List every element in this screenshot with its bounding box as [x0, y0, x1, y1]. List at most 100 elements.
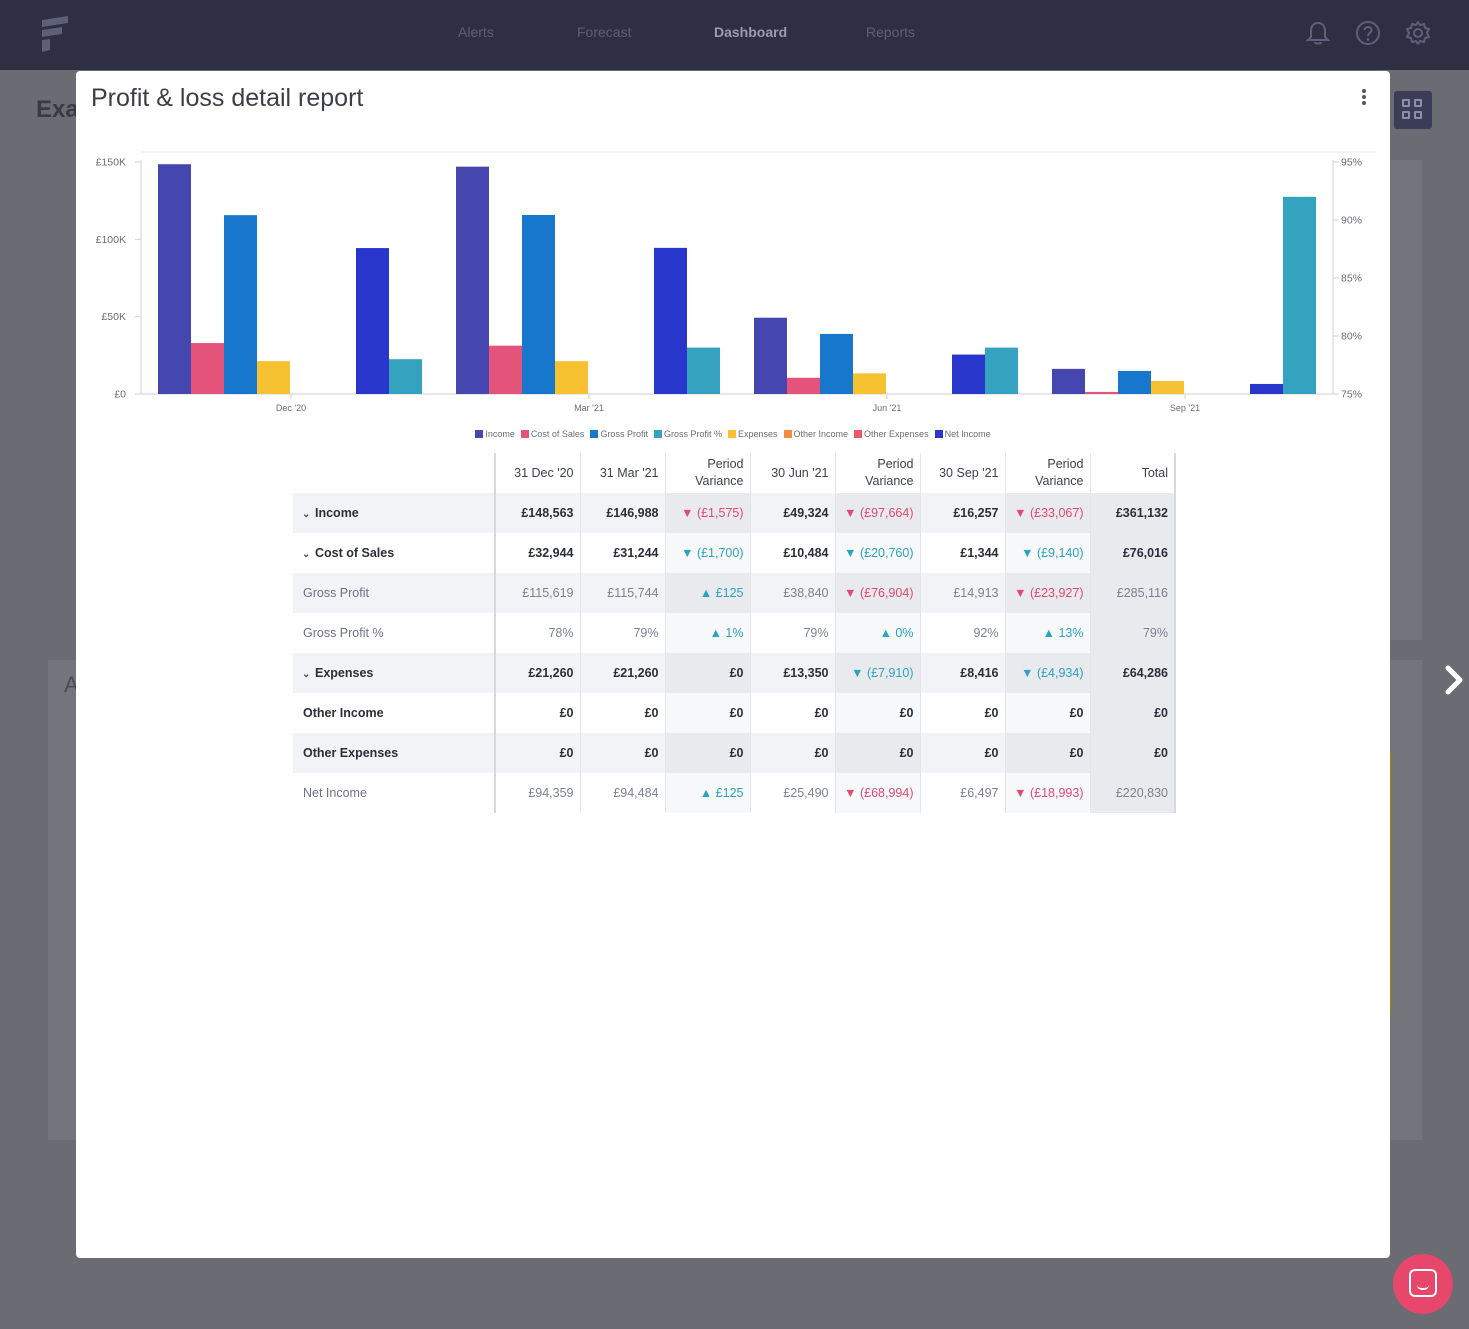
- legend-item[interactable]: Expenses: [727, 429, 778, 439]
- table-row: Net Income £94,359 £94,484 ▲ £125 £25,490 ▼ (…: [293, 773, 1176, 813]
- y-right-tick-label: 90%: [1341, 215, 1362, 227]
- legend-swatch: [727, 430, 736, 438]
- total-cell: 79%: [1090, 613, 1176, 653]
- value-cell: £115,619: [495, 573, 581, 613]
- bar-cost-of-sales[interactable]: [1085, 391, 1118, 394]
- bell-icon[interactable]: [1305, 20, 1331, 46]
- bar-expenses[interactable]: [555, 361, 588, 394]
- variance-cell: ▼ (£20,760): [835, 533, 921, 573]
- bar-gross-profit[interactable]: [522, 214, 555, 394]
- variance-cell: ▼ (£1,700): [665, 533, 751, 573]
- y-left-tick-label: £150K: [96, 157, 126, 169]
- nav-alerts[interactable]: Alerts: [458, 24, 494, 40]
- variance-cell: £0: [665, 653, 751, 693]
- chevron-down-icon[interactable]: ⌄: [302, 669, 311, 680]
- legend-item[interactable]: Cost of Sales: [520, 429, 584, 439]
- legend-item[interactable]: Other Income: [783, 429, 848, 439]
- bar-income[interactable]: [158, 164, 191, 394]
- table-row: Gross Profit £115,619 £115,744 ▲ £125 £38,84…: [293, 573, 1176, 613]
- table-column-header[interactable]: Period Variance: [835, 453, 921, 493]
- variance-cell: ▼ (£23,927): [1005, 573, 1091, 613]
- row-label: Net Income: [293, 773, 496, 813]
- value-cell: £16,257: [920, 493, 1006, 533]
- legend-item[interactable]: Other Expenses: [854, 429, 929, 439]
- table-header-row: 31 Dec '20 31 Mar '21 Period Variance 30 Jun…: [293, 453, 1176, 493]
- more-options-icon[interactable]: [1356, 87, 1372, 107]
- bar-income[interactable]: [456, 166, 489, 394]
- bar-expenses[interactable]: [853, 373, 886, 394]
- bar-net-income[interactable]: [356, 248, 389, 394]
- row-label: Other Expenses: [293, 733, 496, 773]
- table-column-header[interactable]: Total: [1090, 453, 1176, 493]
- legend-item[interactable]: Income: [475, 429, 515, 439]
- variance-cell: ▼ (£4,934): [1005, 653, 1091, 693]
- bar-cost-of-sales[interactable]: [489, 345, 522, 394]
- row-label[interactable]: ⌄ Income: [293, 493, 496, 533]
- bar-income[interactable]: [1052, 368, 1085, 394]
- table-row[interactable]: ⌄ Income £148,563 £146,988 ▼ (£1,575) £49,324…: [293, 493, 1176, 533]
- table-column-header[interactable]: Period Variance: [1005, 453, 1091, 493]
- legend-item[interactable]: Net Income: [934, 429, 991, 439]
- legend-label: Other Expenses: [864, 429, 929, 439]
- chevron-down-icon[interactable]: ⌄: [302, 549, 311, 560]
- nav-reports[interactable]: Reports: [866, 24, 916, 40]
- bar-expenses[interactable]: [257, 361, 290, 394]
- table-column-header[interactable]: 31 Dec '20: [495, 453, 581, 493]
- bar-net-income[interactable]: [654, 247, 687, 394]
- bar-net-income[interactable]: [952, 354, 985, 394]
- table-column-header[interactable]: 30 Sep '21: [920, 453, 1006, 493]
- nav-forecast[interactable]: Forecast: [577, 24, 632, 40]
- chat-launcher-button[interactable]: [1393, 1254, 1453, 1314]
- value-cell: £94,359: [495, 773, 581, 813]
- legend-item[interactable]: Gross Profit: [590, 429, 648, 439]
- table-row[interactable]: ⌄ Expenses £21,260 £21,260 £0 £13,350 ▼ (£7,91…: [293, 653, 1176, 693]
- value-cell: £115,744: [580, 573, 666, 613]
- report-modal: Profit & loss detail report £0 £50K £100K £…: [76, 71, 1390, 1258]
- table-column-header[interactable]: Period Variance: [665, 453, 751, 493]
- table-column-header[interactable]: 30 Jun '21: [750, 453, 836, 493]
- row-label[interactable]: ⌄ Cost of Sales: [293, 533, 496, 573]
- legend-label: Gross Profit %: [663, 429, 722, 439]
- table-column-header[interactable]: 31 Mar '21: [580, 453, 666, 493]
- variance-cell: £0: [835, 693, 921, 733]
- app-logo-icon[interactable]: [38, 14, 72, 54]
- total-cell: £76,016: [1090, 533, 1176, 573]
- table-row[interactable]: ⌄ Cost of Sales £32,944 £31,244 ▼ (£1,700) £1…: [293, 533, 1176, 573]
- y-left-tick-label: £0: [114, 389, 126, 401]
- bar-gross-profit-[interactable]: [687, 347, 720, 394]
- next-chevron-icon[interactable]: [1440, 660, 1469, 700]
- legend-label: Net Income: [944, 429, 991, 439]
- value-cell: £32,944: [495, 533, 581, 573]
- chevron-down-icon[interactable]: ⌄: [302, 509, 311, 520]
- value-cell: £0: [580, 693, 666, 733]
- legend-item[interactable]: Gross Profit %: [653, 429, 722, 439]
- grid-view-button[interactable]: [1394, 91, 1432, 129]
- row-label[interactable]: ⌄ Expenses: [293, 653, 496, 693]
- help-icon[interactable]: [1355, 20, 1381, 46]
- bar-gross-profit-[interactable]: [389, 359, 422, 394]
- value-cell: £0: [920, 733, 1006, 773]
- value-cell: £10,484: [750, 533, 836, 573]
- bar-expenses[interactable]: [1151, 380, 1184, 394]
- bar-cost-of-sales[interactable]: [191, 343, 224, 394]
- top-navigation-bar: Alerts Forecast Dashboard Reports: [0, 0, 1469, 70]
- bar-income[interactable]: [754, 317, 787, 394]
- variance-cell: £0: [1005, 733, 1091, 773]
- value-cell: £38,840: [750, 573, 836, 613]
- bar-cost-of-sales[interactable]: [787, 377, 820, 394]
- row-label: Other Income: [293, 693, 496, 733]
- bar-gross-profit-[interactable]: [1283, 196, 1316, 394]
- value-cell: 92%: [920, 613, 1006, 653]
- legend-label: Income: [485, 429, 515, 439]
- bar-gross-profit-[interactable]: [985, 347, 1018, 394]
- bar-net-income[interactable]: [1250, 383, 1283, 394]
- y-right-tick-label: 80%: [1341, 331, 1362, 343]
- bar-gross-profit[interactable]: [1118, 370, 1151, 394]
- settings-gear-icon[interactable]: [1405, 20, 1431, 46]
- value-cell: £31,244: [580, 533, 666, 573]
- value-cell: £148,563: [495, 493, 581, 533]
- chart-legend: Income Cost of Sales Gross Profit Gross Pro…: [76, 429, 1390, 439]
- nav-dashboard[interactable]: Dashboard: [714, 24, 788, 40]
- bar-gross-profit[interactable]: [224, 215, 257, 394]
- bar-gross-profit[interactable]: [820, 333, 853, 394]
